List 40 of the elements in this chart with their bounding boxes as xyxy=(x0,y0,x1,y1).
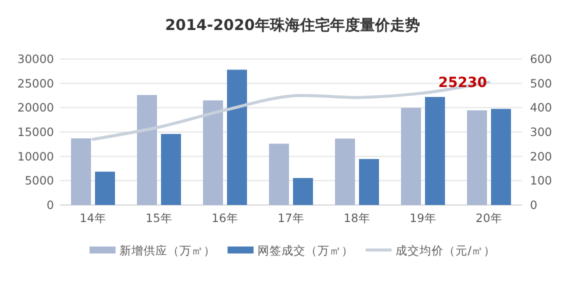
x-tick-label: 20年 xyxy=(476,211,502,225)
y2-tick-label: 0 xyxy=(530,198,538,212)
y-tick-label: 0 xyxy=(46,198,54,212)
bar xyxy=(293,178,313,205)
chart-title: 2014-2020年珠海住宅年度量价走势 xyxy=(165,16,420,34)
bar xyxy=(335,138,355,205)
y-tick-label: 10000 xyxy=(17,149,54,164)
x-tick-label: 18年 xyxy=(344,211,370,225)
bar xyxy=(491,108,511,205)
y-tick-label: 15000 xyxy=(17,125,54,139)
bar xyxy=(467,110,487,205)
y-tick-label: 5000 xyxy=(24,174,54,188)
bar xyxy=(161,134,181,205)
y2-tick-label: 100 xyxy=(530,174,552,188)
x-tick-label: 16年 xyxy=(212,211,238,225)
x-tick-label: 17年 xyxy=(278,211,304,225)
bar xyxy=(269,144,289,205)
x-tick-label: 14年 xyxy=(80,211,106,225)
bar xyxy=(425,96,445,205)
y2-tick-label: 200 xyxy=(530,149,552,164)
y-tick-label: 20000 xyxy=(17,100,54,115)
y-tick-label: 30000 xyxy=(17,52,54,66)
bar xyxy=(137,95,157,205)
y2-tick-label: 300 xyxy=(530,125,552,139)
y2-tick-label: 400 xyxy=(530,100,552,115)
legend-label: 新增供应（万㎡） xyxy=(120,244,216,258)
x-tick-label: 15年 xyxy=(146,211,172,225)
data-label: 25230 xyxy=(438,75,488,92)
y-tick-label: 25000 xyxy=(17,76,54,90)
y2-tick-label: 600 xyxy=(530,52,552,66)
bar xyxy=(203,100,223,205)
y2-tick-label: 500 xyxy=(530,76,552,90)
bar xyxy=(359,159,379,205)
bar xyxy=(71,138,91,205)
bar xyxy=(95,172,115,205)
bar xyxy=(401,108,421,205)
x-tick-label: 19年 xyxy=(410,211,436,225)
bar xyxy=(227,70,247,205)
legend-label: 网签成交（万㎡） xyxy=(258,244,354,258)
legend-label: 成交均价（元/㎡） xyxy=(396,244,496,258)
